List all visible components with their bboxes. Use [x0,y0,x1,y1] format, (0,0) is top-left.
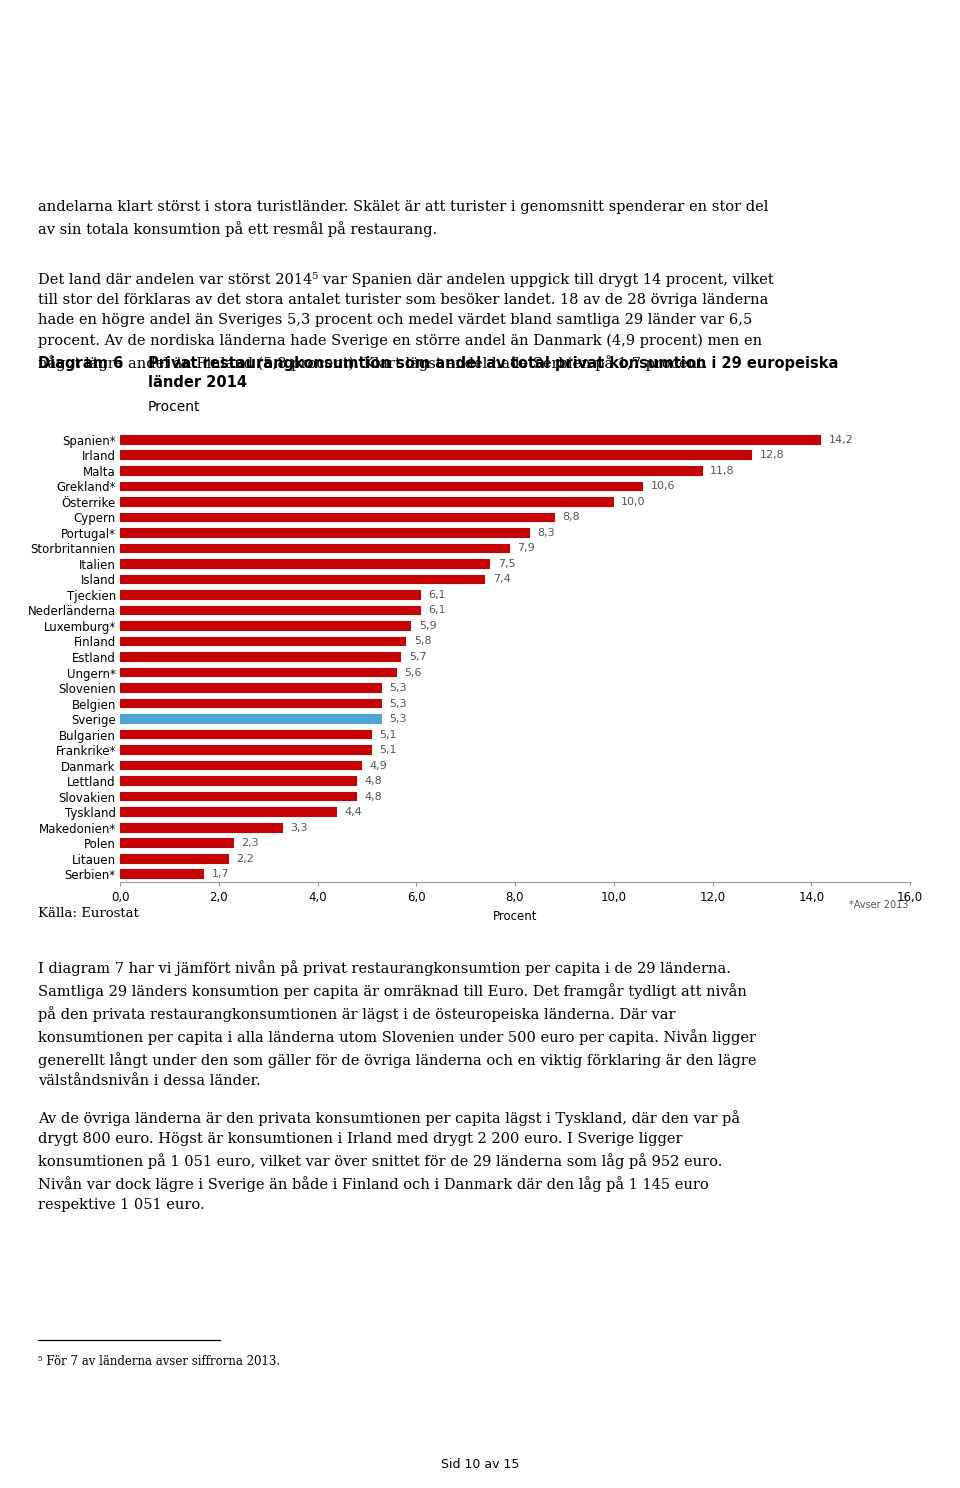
Text: 10,0: 10,0 [621,497,646,507]
Bar [120,714,382,723]
Text: 5,3: 5,3 [389,698,407,708]
Text: 5,1: 5,1 [379,729,396,740]
Text: 4,8: 4,8 [365,777,382,786]
Bar [120,620,411,631]
Text: Privat restaurangkonsumtion som andel av total privat konsumtion i 29 europeiska: Privat restaurangkonsumtion som andel av… [148,356,838,390]
Text: *Avser 2013: *Avser 2013 [849,900,908,911]
Text: I diagram 7 har vi jämfört nivån på privat restaurangkonsumtion per capita i de : I diagram 7 har vi jämfört nivån på priv… [38,960,756,1088]
Text: 6,1: 6,1 [428,589,446,600]
Text: 7,9: 7,9 [517,543,536,554]
Bar [120,543,510,554]
X-axis label: Procent: Procent [492,909,538,923]
Bar [120,482,643,491]
Bar [120,745,372,754]
Bar [120,854,228,863]
Bar [120,466,703,476]
Bar [120,760,362,771]
Text: 1,7: 1,7 [211,869,229,879]
Text: Av de övriga länderna är den privata konsumtionen per capita lägst i Tyskland, d: Av de övriga länderna är den privata kon… [38,1110,740,1211]
Text: Procent: Procent [148,400,201,414]
Text: 2,3: 2,3 [241,838,258,848]
Text: 4,9: 4,9 [370,760,387,771]
Bar [120,777,357,786]
Bar [120,808,337,817]
Text: 14,2: 14,2 [828,434,853,445]
Bar [120,637,406,646]
Text: Det land där andelen var störst 2014⁵ var Spanien där andelen uppgick till drygt: Det land där andelen var störst 2014⁵ va… [38,272,774,371]
Text: 5,7: 5,7 [409,652,426,662]
Bar [120,729,372,740]
Text: 7,5: 7,5 [497,559,516,568]
Text: 4,8: 4,8 [365,792,382,802]
Text: Diagram 6: Diagram 6 [38,356,123,371]
Text: Sid 10 av 15: Sid 10 av 15 [441,1458,519,1472]
Text: 5,9: 5,9 [419,620,437,631]
Text: 2,2: 2,2 [236,854,253,863]
Text: ⁵ För 7 av länderna avser siffrorna 2013.: ⁵ För 7 av länderna avser siffrorna 2013… [38,1356,280,1367]
Text: 11,8: 11,8 [710,466,734,476]
Bar [120,434,821,445]
Bar [120,652,401,662]
Text: 5,3: 5,3 [389,683,407,693]
Text: Källa: Eurostat: Källa: Eurostat [38,908,139,920]
Bar [120,683,382,693]
Bar [120,792,357,802]
Text: 6,1: 6,1 [428,606,446,616]
Text: 5,6: 5,6 [404,668,421,677]
Bar [120,559,491,568]
Bar [120,823,283,832]
Bar [120,591,421,600]
Bar [120,668,396,677]
Bar [120,606,421,615]
Bar [120,699,382,708]
Text: 12,8: 12,8 [759,451,784,460]
Text: andelarna klart störst i stora turistländer. Skälet är att turister i genomsnitt: andelarna klart störst i stora turistlän… [38,199,768,237]
Bar [120,869,204,879]
Bar [120,574,486,585]
Bar [120,451,752,460]
Text: 8,8: 8,8 [562,512,580,522]
Bar [120,497,613,506]
Text: 5,3: 5,3 [389,714,407,725]
Bar [120,528,530,537]
Text: 4,4: 4,4 [345,806,363,817]
Text: 10,6: 10,6 [651,481,675,491]
Text: 5,1: 5,1 [379,745,396,754]
Text: 8,3: 8,3 [538,528,555,537]
Text: 5,8: 5,8 [414,637,431,646]
Text: 3,3: 3,3 [290,823,308,833]
Bar [120,838,233,848]
Bar [120,512,555,522]
Text: 7,4: 7,4 [492,574,511,585]
